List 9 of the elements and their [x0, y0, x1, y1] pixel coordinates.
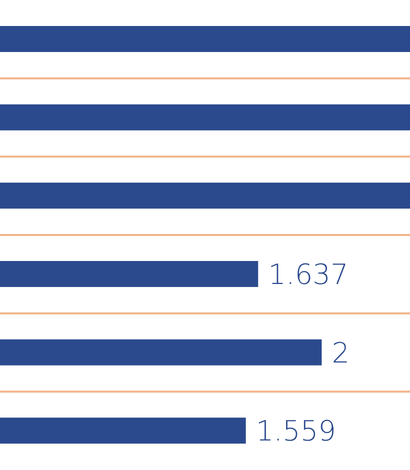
bar — [0, 339, 322, 366]
data-label: 2 — [332, 336, 350, 370]
data-label: 1.637 — [268, 258, 348, 291]
bar — [0, 418, 246, 444]
data-label: 1.559 — [256, 414, 336, 448]
bar — [0, 26, 410, 52]
bar — [0, 104, 410, 130]
bar — [0, 261, 258, 287]
bar — [0, 182, 410, 209]
